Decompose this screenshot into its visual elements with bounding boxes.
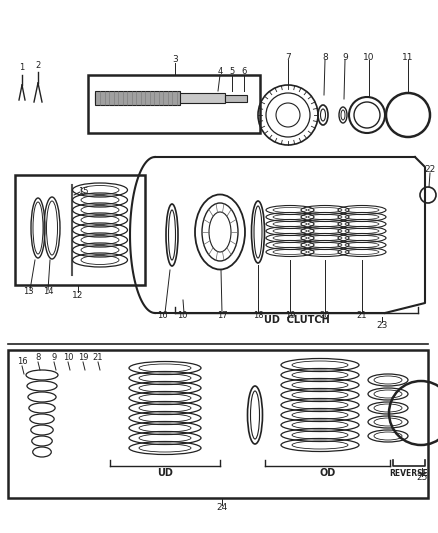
Text: 16: 16 xyxy=(157,311,167,319)
Bar xyxy=(88,75,260,133)
Text: 3: 3 xyxy=(172,55,178,64)
Text: 22: 22 xyxy=(424,166,436,174)
Text: 18: 18 xyxy=(253,311,263,319)
Text: 9: 9 xyxy=(342,52,348,61)
Text: 10: 10 xyxy=(63,353,73,362)
Text: 19: 19 xyxy=(78,353,88,362)
Text: 12: 12 xyxy=(72,290,84,300)
Text: 17: 17 xyxy=(217,311,227,319)
Text: 16: 16 xyxy=(17,358,27,367)
Text: 15: 15 xyxy=(78,188,88,197)
Text: 8: 8 xyxy=(322,52,328,61)
Bar xyxy=(8,350,428,498)
Text: 8: 8 xyxy=(35,353,41,362)
Text: 20: 20 xyxy=(320,311,330,319)
Text: 24: 24 xyxy=(216,504,228,513)
Text: 14: 14 xyxy=(43,287,53,296)
Text: 13: 13 xyxy=(23,287,33,296)
Text: 10: 10 xyxy=(363,52,375,61)
Bar xyxy=(95,91,180,105)
Text: OD: OD xyxy=(319,468,336,478)
Text: 4: 4 xyxy=(217,68,223,77)
Text: 10: 10 xyxy=(177,311,187,319)
Text: 19: 19 xyxy=(285,311,295,319)
Text: 11: 11 xyxy=(402,52,414,61)
Text: UD: UD xyxy=(157,468,173,478)
Text: 9: 9 xyxy=(51,353,57,362)
Bar xyxy=(225,95,247,102)
Text: 5: 5 xyxy=(230,68,235,77)
Text: 2: 2 xyxy=(35,61,41,69)
Text: 1: 1 xyxy=(19,63,25,72)
Text: 6: 6 xyxy=(241,68,247,77)
Bar xyxy=(15,175,145,285)
Text: REVERSE: REVERSE xyxy=(390,469,428,478)
Text: 21: 21 xyxy=(357,311,367,319)
Text: 23: 23 xyxy=(376,320,388,329)
Text: UD  CLUTCH: UD CLUTCH xyxy=(264,315,329,325)
Text: 7: 7 xyxy=(285,52,291,61)
Text: 21: 21 xyxy=(93,353,103,362)
Bar xyxy=(95,93,225,103)
Text: 25: 25 xyxy=(416,473,427,482)
